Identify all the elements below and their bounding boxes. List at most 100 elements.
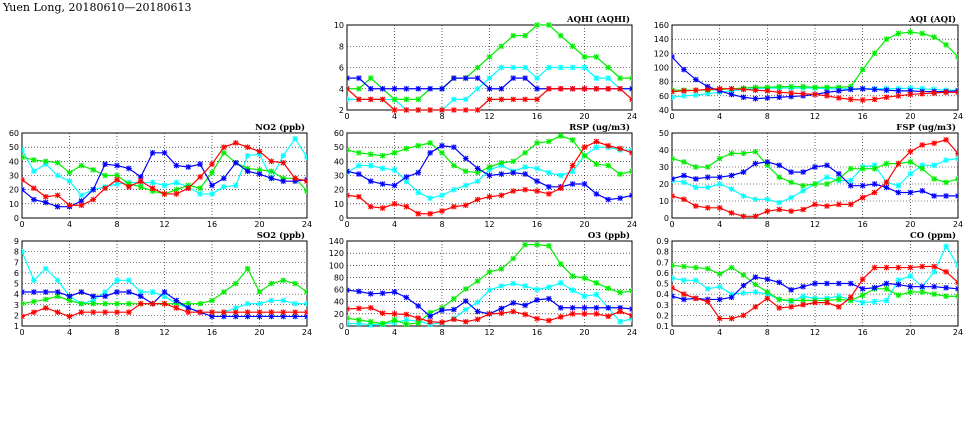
data-point xyxy=(403,317,410,323)
data-point xyxy=(704,174,711,180)
data-point xyxy=(776,94,783,101)
data-point xyxy=(232,313,239,320)
data-point xyxy=(672,54,675,60)
data-point xyxy=(895,189,902,196)
data-point xyxy=(895,160,902,167)
x-tick-label: 12 xyxy=(484,112,494,121)
data-point xyxy=(605,304,612,311)
data-point xyxy=(907,88,914,94)
data-point xyxy=(292,313,298,320)
data-point xyxy=(31,289,37,295)
data-point xyxy=(629,96,632,103)
data-point xyxy=(78,162,85,169)
data-point xyxy=(54,277,61,284)
data-point xyxy=(617,318,623,325)
data-point xyxy=(522,150,528,156)
data-point xyxy=(22,248,25,255)
x-tick-label: 16 xyxy=(858,112,868,121)
data-point xyxy=(672,94,675,101)
data-point xyxy=(764,88,771,94)
y-tick-label: 1 xyxy=(14,322,19,331)
data-point xyxy=(716,181,723,187)
data-point xyxy=(367,178,374,184)
data-point xyxy=(931,291,937,297)
data-point xyxy=(54,172,61,179)
data-point xyxy=(42,193,49,200)
data-point xyxy=(931,176,937,182)
data-point xyxy=(209,309,215,315)
panel-title: CO (ppm) xyxy=(910,230,956,241)
data-point xyxy=(569,43,576,50)
data-point xyxy=(883,286,890,292)
data-point xyxy=(510,300,517,306)
data-point xyxy=(716,315,723,322)
data-point xyxy=(943,243,949,250)
data-point xyxy=(474,196,481,203)
series-2 xyxy=(22,150,307,210)
data-point xyxy=(462,107,469,113)
plot-frame xyxy=(346,240,633,327)
data-point xyxy=(347,315,350,321)
data-point xyxy=(522,283,528,289)
data-point xyxy=(716,271,723,277)
data-point xyxy=(486,287,493,293)
data-point xyxy=(498,310,505,317)
data-point xyxy=(871,162,878,169)
x-tick-label: 24 xyxy=(302,220,312,229)
y-tick-label: 140 xyxy=(329,237,344,246)
data-point xyxy=(114,172,120,179)
data-point xyxy=(883,160,890,167)
data-point xyxy=(379,152,386,159)
data-point xyxy=(149,188,156,194)
data-point xyxy=(185,182,192,189)
data-point xyxy=(931,283,937,290)
y-tick-label: 40 xyxy=(659,146,669,155)
data-point xyxy=(740,86,747,93)
y-tick-label: 0.3 xyxy=(656,301,669,310)
x-tick-label: 20 xyxy=(905,220,915,229)
data-point xyxy=(557,304,564,311)
data-point xyxy=(209,182,215,189)
data-point xyxy=(534,165,540,172)
data-point xyxy=(605,75,612,81)
data-point xyxy=(31,196,37,203)
plot-frame xyxy=(671,132,959,219)
data-point xyxy=(451,162,457,169)
data-point xyxy=(557,32,564,39)
data-point xyxy=(581,54,588,60)
data-point xyxy=(439,307,445,314)
data-point xyxy=(137,293,144,300)
x-tick-label: 4 xyxy=(717,112,722,121)
data-point xyxy=(462,75,469,81)
data-point xyxy=(221,144,227,150)
data-point xyxy=(54,192,61,199)
data-point xyxy=(522,75,528,81)
data-point xyxy=(391,167,398,173)
x-tick-label: 0 xyxy=(669,112,674,121)
data-point xyxy=(546,243,552,249)
data-point xyxy=(114,300,120,307)
data-point xyxy=(415,85,422,92)
data-point xyxy=(955,54,958,60)
data-point xyxy=(557,64,564,71)
data-point xyxy=(847,83,854,90)
data-point xyxy=(569,311,576,317)
data-point xyxy=(427,210,433,217)
data-point xyxy=(304,300,307,307)
x-tick-label: 8 xyxy=(439,220,444,229)
data-point xyxy=(244,300,251,307)
y-tick-label: 0.5 xyxy=(656,280,669,289)
data-point xyxy=(197,300,203,307)
data-point xyxy=(304,289,307,295)
data-point xyxy=(367,162,374,169)
data-point xyxy=(859,66,866,73)
data-point xyxy=(427,318,433,325)
data-point xyxy=(280,277,287,284)
y-tick-label: 2 xyxy=(339,106,344,115)
data-point xyxy=(728,85,735,92)
data-point xyxy=(367,96,374,103)
data-point xyxy=(403,107,410,113)
data-point xyxy=(185,305,192,311)
x-tick-label: 8 xyxy=(765,112,770,121)
